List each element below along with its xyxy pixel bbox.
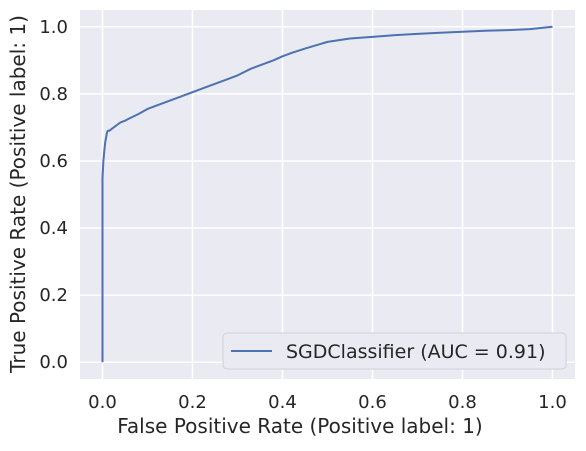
x-tick-label: 0.2 bbox=[178, 392, 207, 413]
x-tick-labels: 0.0 0.2 0.4 0.6 0.8 1.0 bbox=[88, 392, 567, 413]
y-tick-label: 0.6 bbox=[39, 151, 68, 172]
y-axis-label: True Positive Rate (Positive label: 1) bbox=[6, 15, 30, 374]
legend-box bbox=[222, 332, 567, 370]
y-tick-label: 1.0 bbox=[39, 17, 68, 38]
roc-curve-line bbox=[101, 25, 553, 363]
series-layer bbox=[101, 25, 553, 363]
x-tick-label: 1.0 bbox=[538, 392, 567, 413]
plot-background bbox=[80, 10, 575, 379]
x-tick-label: 0.0 bbox=[88, 392, 117, 413]
y-tick-labels: 0.0 0.2 0.4 0.6 0.8 1.0 bbox=[39, 17, 68, 373]
legend-label: SGDClassifier (AUC = 0.91) bbox=[286, 341, 546, 363]
x-axis-label: False Positive Rate (Positive label: 1) bbox=[117, 414, 483, 438]
y-tick-label: 0.0 bbox=[39, 352, 68, 373]
x-tick-label: 0.8 bbox=[448, 392, 477, 413]
y-tick-label: 0.4 bbox=[39, 218, 68, 239]
grid-lines bbox=[80, 10, 575, 379]
legend: SGDClassifier (AUC = 0.91) bbox=[222, 332, 567, 370]
y-tick-label: 0.8 bbox=[39, 84, 68, 105]
x-tick-label: 0.4 bbox=[268, 392, 297, 413]
y-tick-label: 0.2 bbox=[39, 285, 68, 306]
x-tick-label: 0.6 bbox=[358, 392, 387, 413]
